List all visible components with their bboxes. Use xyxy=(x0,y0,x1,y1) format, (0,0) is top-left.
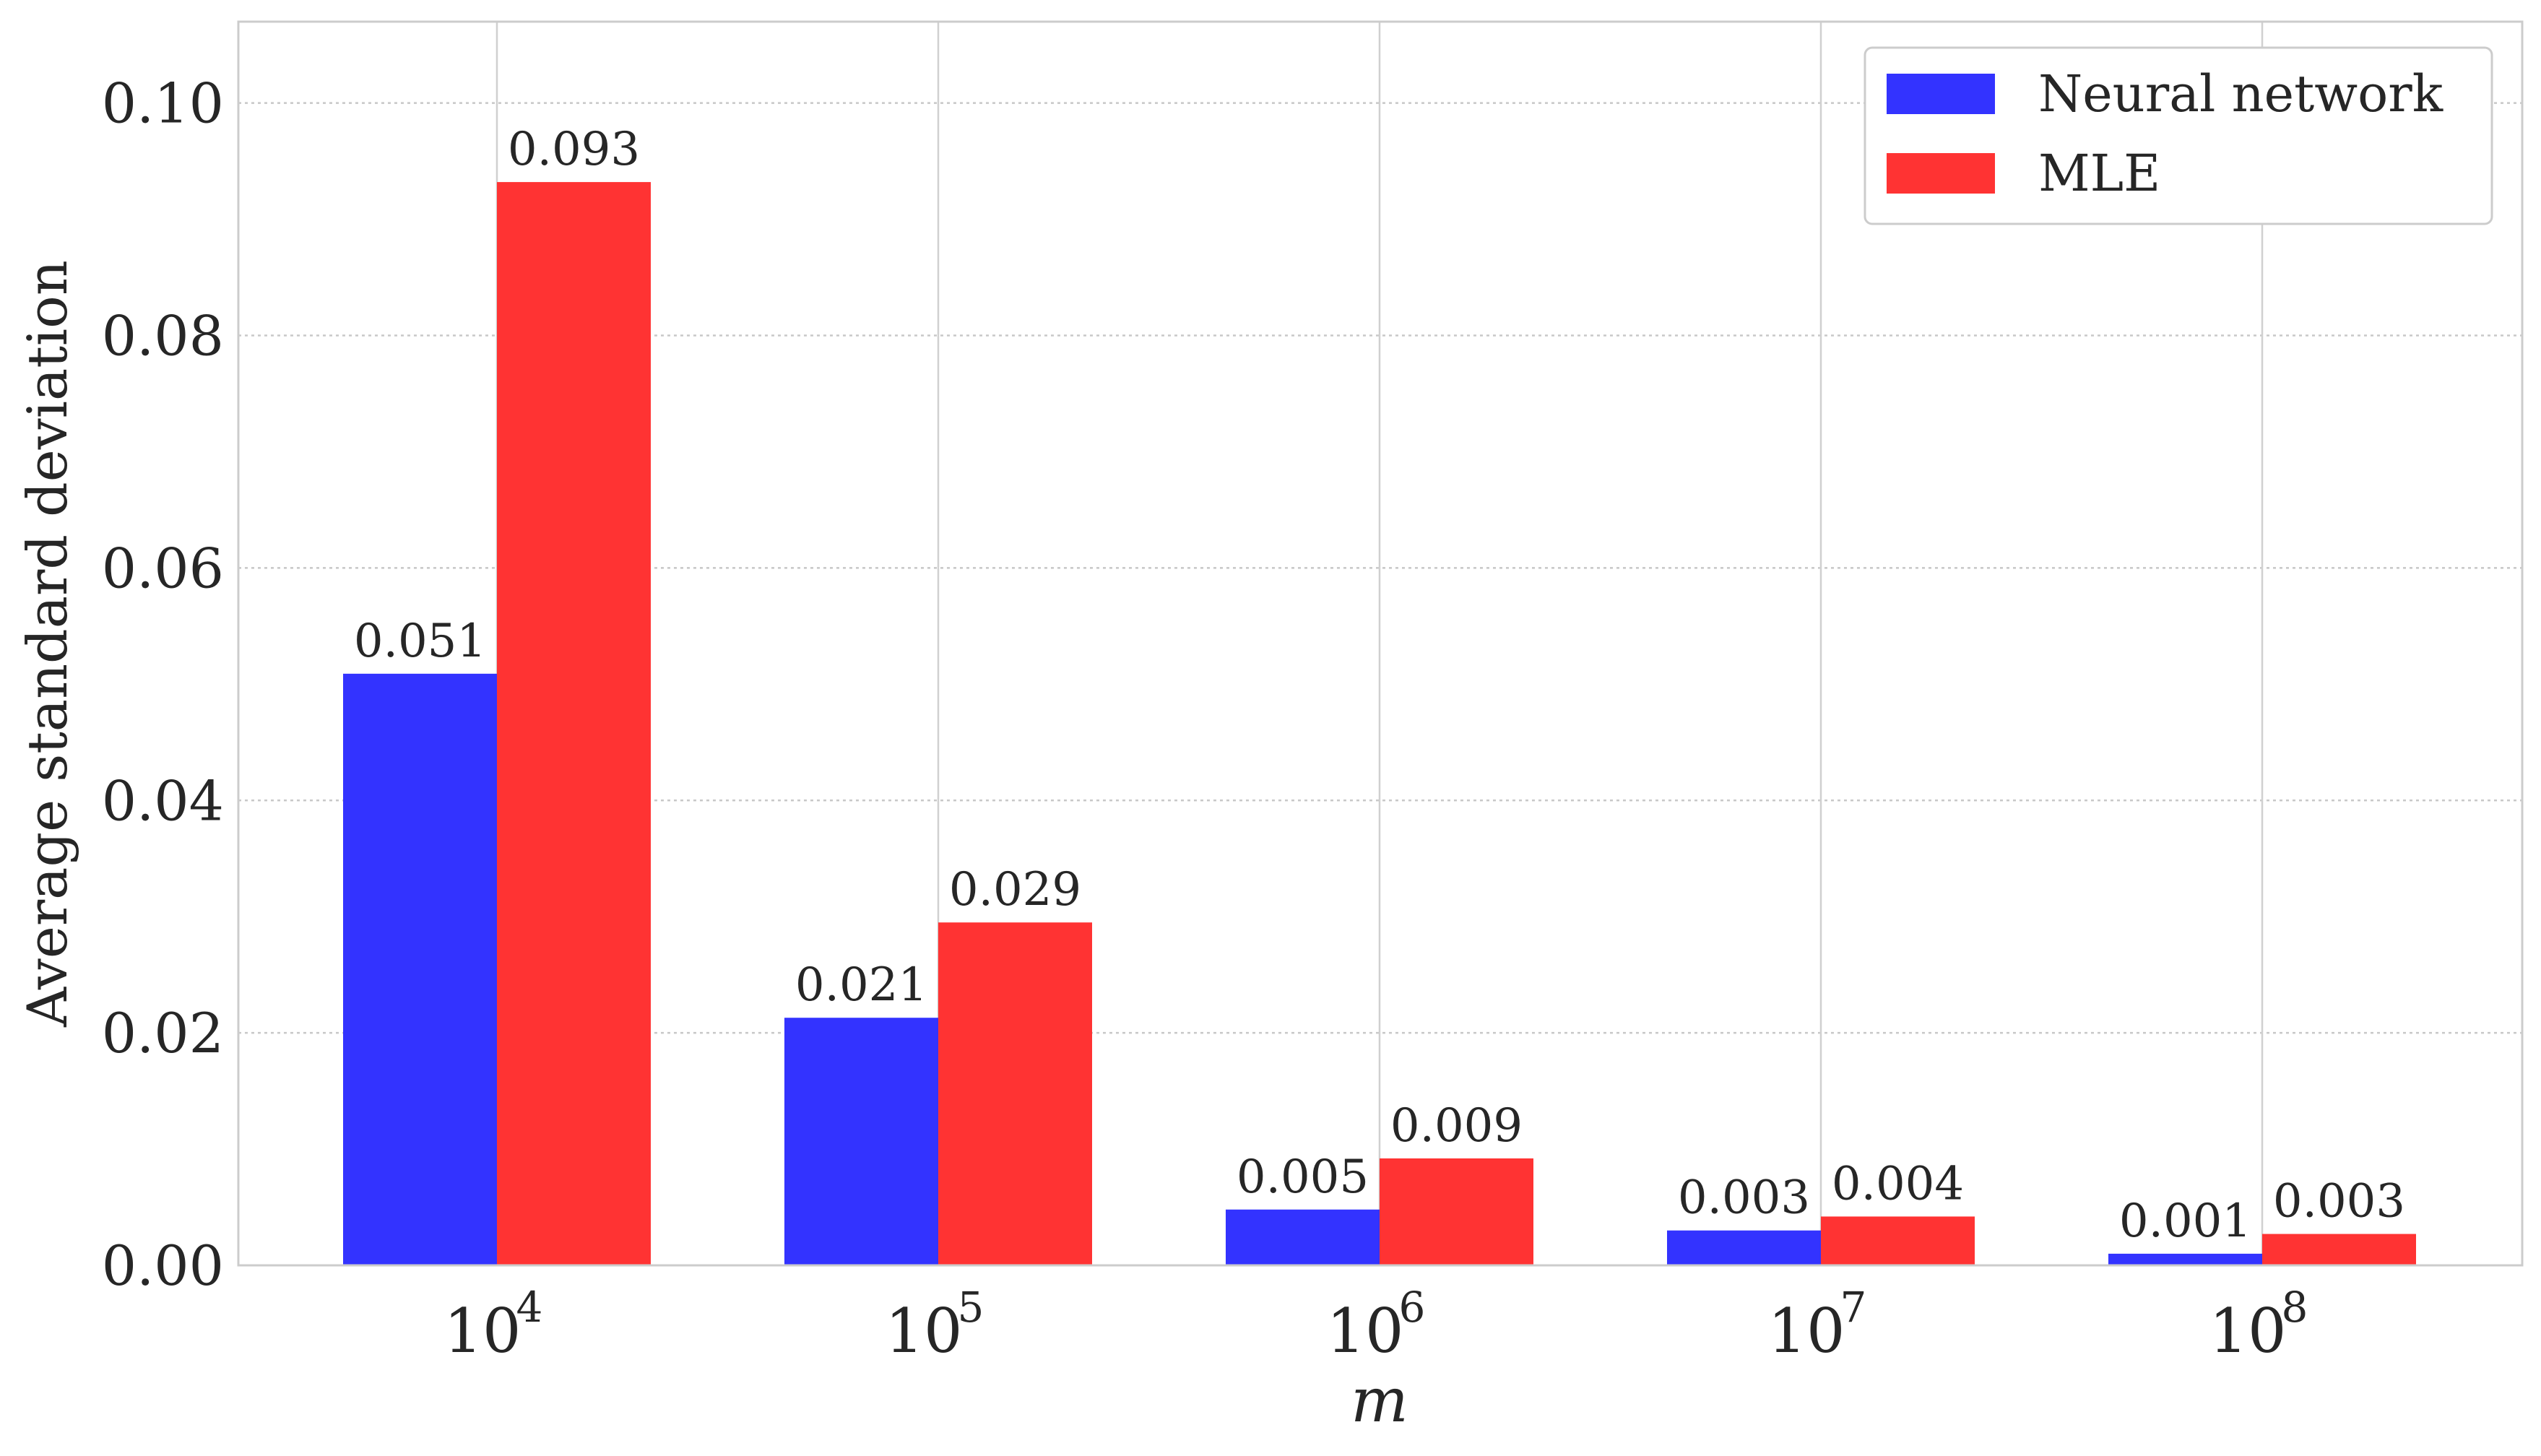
bars xyxy=(343,182,2416,1265)
y-tick-label: 0.08 xyxy=(102,304,224,368)
bar-value-label: 0.093 xyxy=(508,123,640,176)
bar-mle xyxy=(1380,1158,1533,1265)
bar-value-label: 0.003 xyxy=(2273,1175,2405,1228)
bar-mle xyxy=(497,182,651,1265)
x-tick-exponent: 8 xyxy=(2282,1283,2308,1332)
y-tick-label: 0.10 xyxy=(102,72,224,136)
x-tick-exponent: 7 xyxy=(1840,1283,1867,1332)
bar-value-label: 0.001 xyxy=(2119,1195,2251,1248)
legend-label: MLE xyxy=(2038,144,2160,203)
legend: Neural network MLE xyxy=(1863,46,2493,225)
x-tick-label: 10 xyxy=(444,1296,521,1366)
y-tick-label: 0.04 xyxy=(102,768,224,833)
bar-neural-network xyxy=(1667,1230,1821,1265)
y-axis-ticks: 0.00 0.02 0.04 0.06 0.08 0.10 xyxy=(102,72,224,1298)
legend-swatch xyxy=(1887,153,1995,194)
bar-value-label: 0.003 xyxy=(1678,1171,1810,1225)
y-tick-label: 0.06 xyxy=(102,536,224,600)
y-tick-label: 0.00 xyxy=(102,1234,224,1298)
x-tick-label: 10 xyxy=(1768,1296,1845,1366)
bar-value-label: 0.004 xyxy=(1832,1157,1964,1210)
legend-box xyxy=(1863,46,2493,225)
x-tick-exponent: 4 xyxy=(516,1283,543,1332)
legend-swatch xyxy=(1887,74,1995,114)
x-tick-label: 10 xyxy=(2209,1296,2287,1366)
plot-frame xyxy=(237,20,2524,1267)
bar-value-label: 0.051 xyxy=(354,615,486,668)
bar-neural-network xyxy=(784,1018,938,1265)
bar-neural-network xyxy=(1226,1209,1380,1265)
y-axis-label: Average standard deviation xyxy=(15,260,79,1028)
x-tick-label: 10 xyxy=(886,1296,963,1366)
legend-label: Neural network xyxy=(2038,64,2443,124)
x-tick-exponent: 5 xyxy=(958,1283,984,1332)
x-axis-label: m xyxy=(1351,1365,1408,1436)
bar-neural-network xyxy=(2108,1253,2262,1265)
bar-neural-network xyxy=(343,673,497,1265)
bar-value-label: 0.005 xyxy=(1237,1150,1369,1204)
x-tick-label: 10 xyxy=(1327,1296,1404,1366)
y-tick-label: 0.02 xyxy=(102,1001,224,1065)
bar-mle xyxy=(2262,1234,2416,1265)
bar-value-label: 0.009 xyxy=(1390,1099,1523,1153)
x-tick-exponent: 6 xyxy=(1399,1283,1426,1332)
bar-mle xyxy=(1821,1216,1975,1265)
bar-mle xyxy=(938,922,1092,1265)
bar-value-label: 0.021 xyxy=(795,958,927,1012)
bar-value-label: 0.029 xyxy=(949,863,1081,916)
x-axis-ticks: 104 105 106 107 108 xyxy=(444,1283,2308,1366)
data-labels: 0.051 0.021 0.005 0.003 0.001 0.093 0.029 0.009… xyxy=(354,123,2405,1248)
